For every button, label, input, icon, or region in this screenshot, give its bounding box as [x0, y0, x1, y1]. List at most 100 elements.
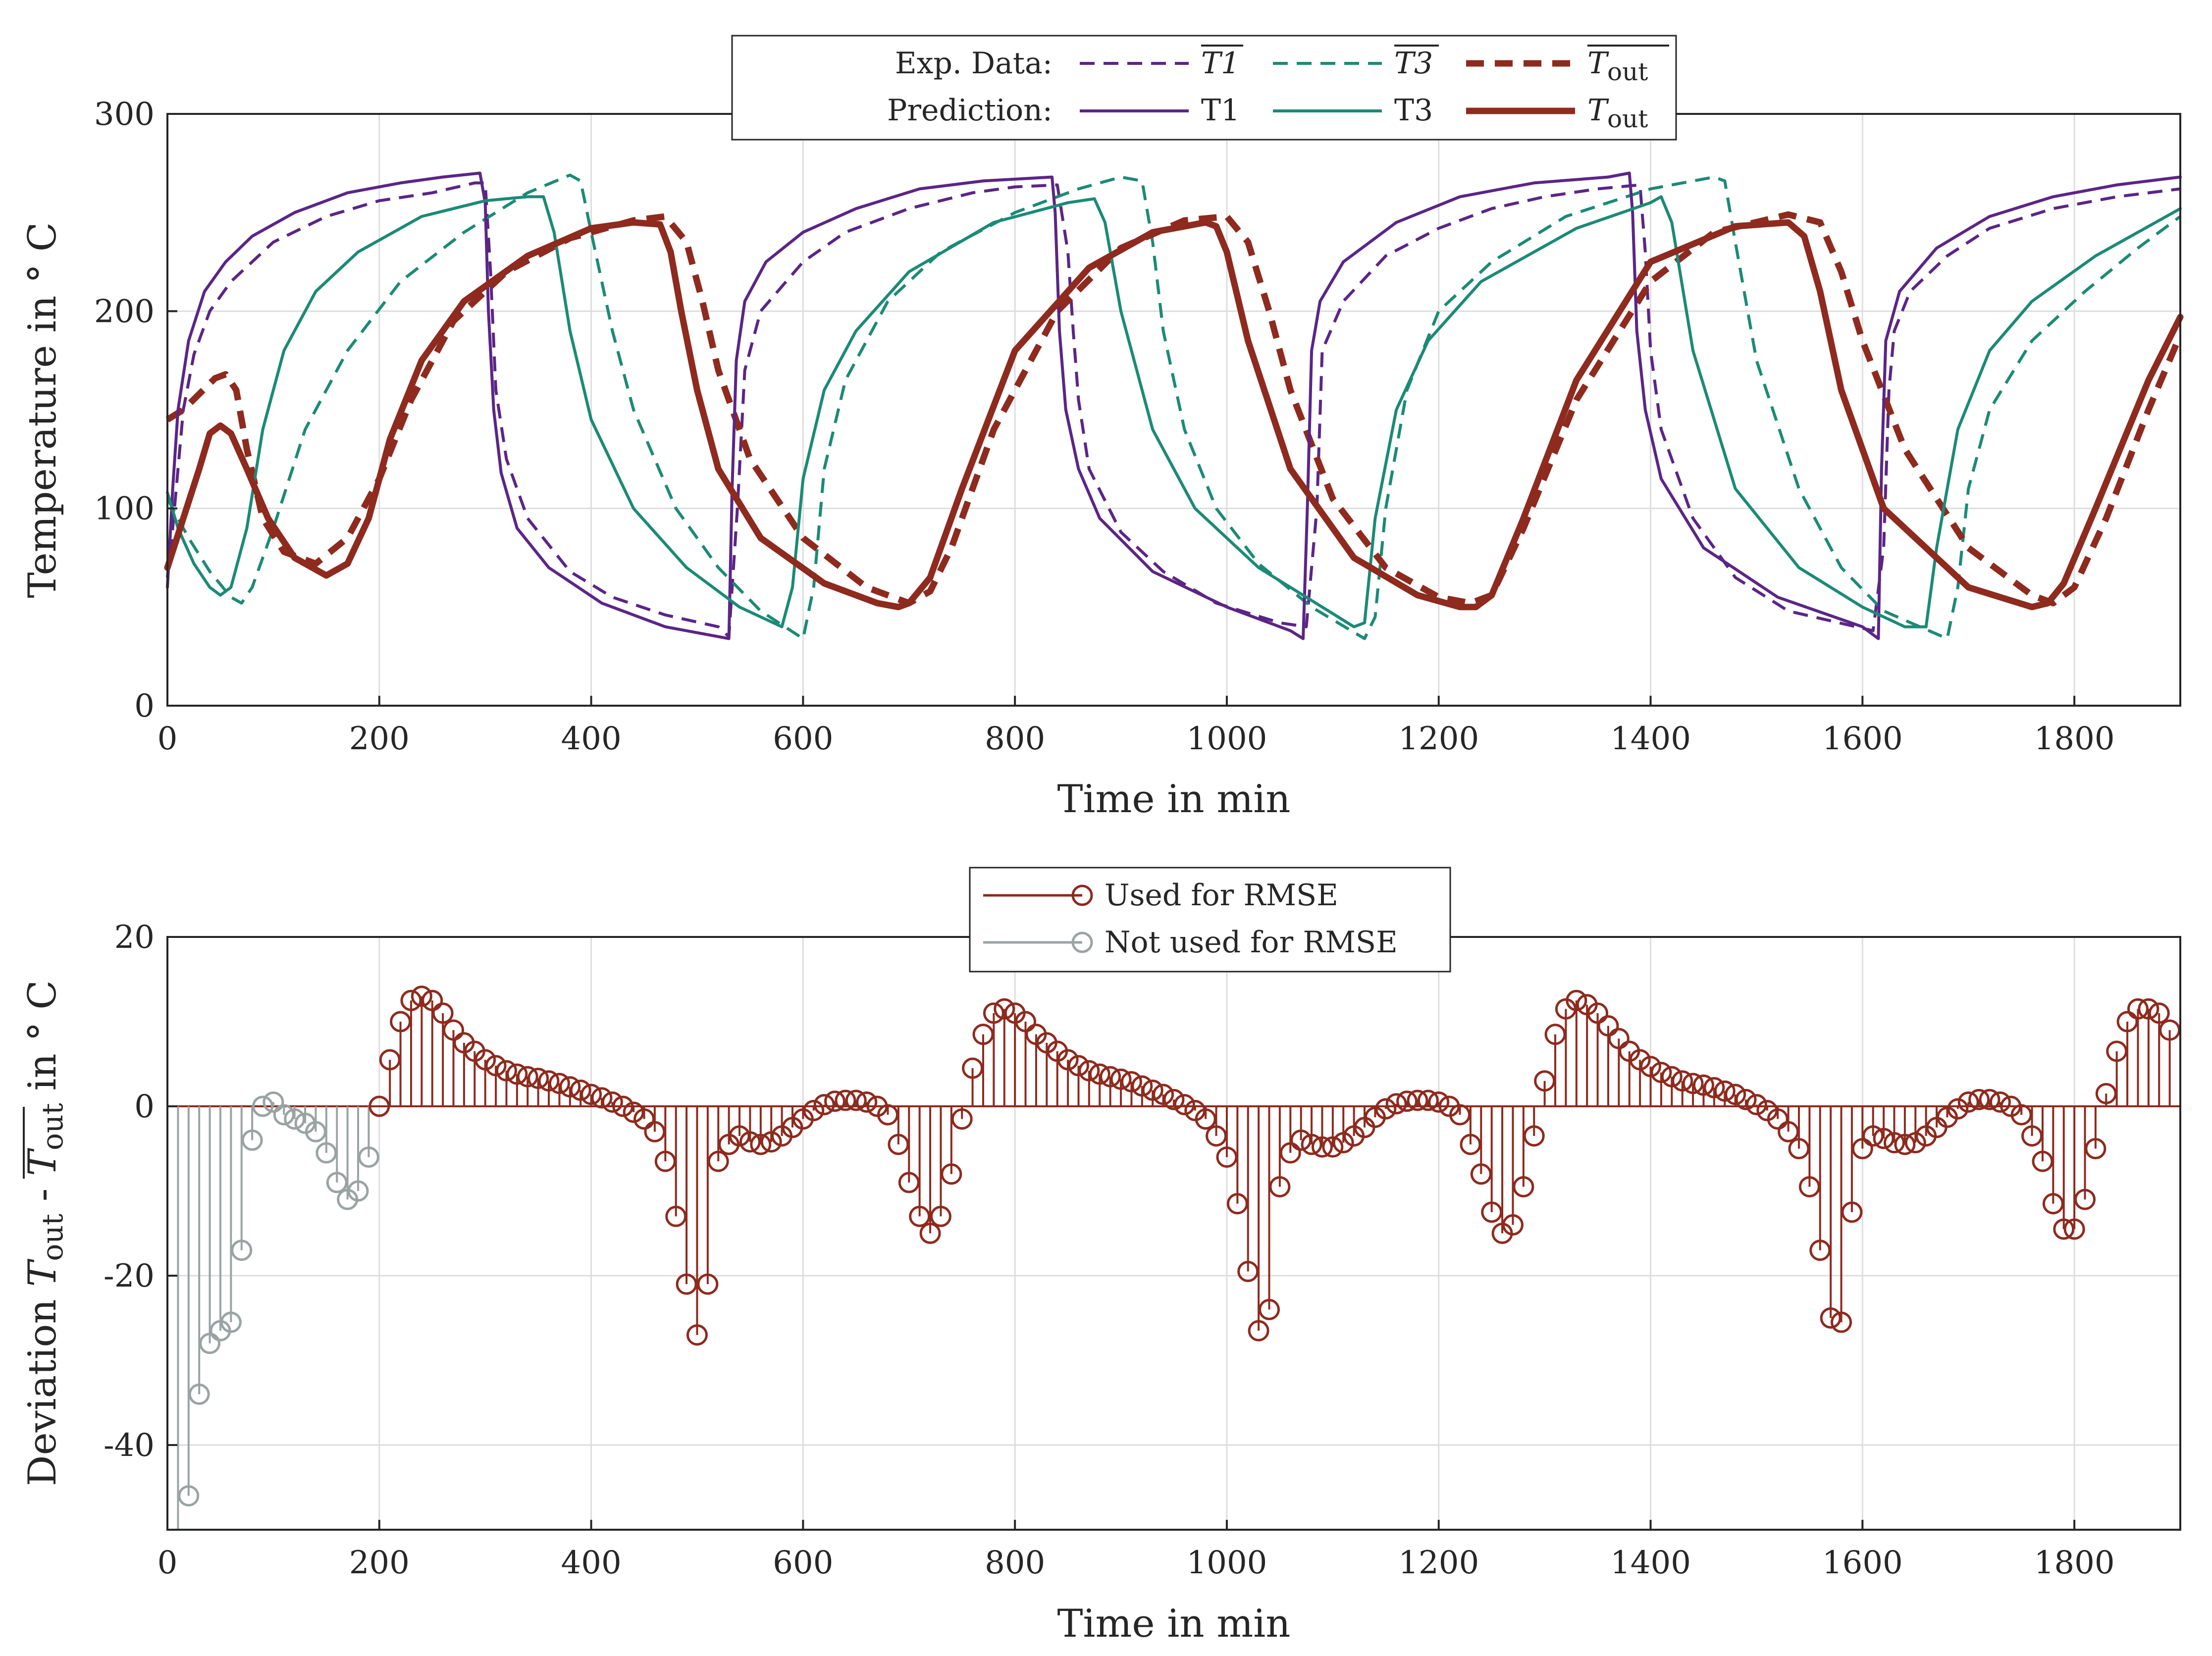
- stem-marker-used-for-rmse: [1259, 1298, 1280, 1320]
- bottom-x-axis-label: Time in min: [1057, 1602, 1290, 1646]
- stem-marker-used-for-rmse: [707, 1150, 729, 1172]
- stem-marker-used-for-rmse: [1745, 1094, 1767, 1116]
- stem-marker-used-for-rmse: [1735, 1088, 1757, 1110]
- stem-marker-used-for-rmse: [1640, 1056, 1662, 1078]
- bottom-x-tick-label: 600: [773, 1545, 833, 1581]
- bottom-x-tick-label: 200: [349, 1545, 410, 1581]
- top-y-tick-label: 200: [94, 293, 155, 330]
- stem-marker-used-for-rmse: [2032, 1150, 2054, 1172]
- stem-marker-used-for-rmse: [1078, 1060, 1100, 1082]
- top-x-tick-label: 200: [349, 721, 410, 757]
- stem-marker-used-for-rmse: [1767, 1108, 1789, 1130]
- stem-marker-used-for-rmse: [665, 1205, 687, 1227]
- top-x-tick-label: 1400: [1610, 721, 1691, 757]
- stem-marker-not-used-for-rmse: [220, 1311, 242, 1333]
- stem-marker-used-for-rmse: [495, 1060, 517, 1082]
- stem-marker-used-for-rmse: [1248, 1320, 1269, 1342]
- stem-marker-used-for-rmse: [2074, 1189, 2096, 1210]
- stem-marker-used-for-rmse: [379, 1049, 401, 1071]
- stem-marker-used-for-rmse: [1957, 1091, 1979, 1113]
- stem-marker-used-for-rmse: [1206, 1125, 1227, 1147]
- legend-label-pred-t3: T3: [1394, 93, 1433, 128]
- stem-marker-used-for-rmse: [1523, 1125, 1545, 1147]
- stem-marker-used-for-rmse: [1841, 1201, 1863, 1223]
- top-y-axis-label: Temperature in ° C: [20, 222, 65, 598]
- stem-marker-used-for-rmse: [1269, 1176, 1291, 1197]
- stem-marker-used-for-rmse: [1513, 1176, 1534, 1197]
- stem-marker-used-for-rmse: [527, 1068, 549, 1089]
- deviation-chart: 0 200 400 600 800 1000 1200 1400 1600 1800 -40 -20 0…: [20, 867, 2181, 1646]
- stem-marker-used-for-rmse: [2010, 1104, 2032, 1126]
- stem-marker-used-for-rmse: [803, 1100, 825, 1122]
- stem-marker-used-for-rmse: [400, 989, 422, 1011]
- top-x-tick-label: 1800: [2034, 721, 2115, 757]
- top-y-tick-label: 100: [94, 491, 155, 527]
- bottom-chart-ticks: 0 200 400 600 800 1000 1200 1400 1600 1800 -40 -20 0…: [104, 919, 2115, 1581]
- stem-marker-used-for-rmse: [1311, 1136, 1333, 1158]
- stem-marker-used-for-rmse: [1449, 1104, 1471, 1126]
- legend-row-label-pred: Prediction:: [887, 93, 1053, 128]
- bottom-x-tick-label: 1800: [2034, 1545, 2115, 1581]
- stem-marker-used-for-rmse: [1481, 1201, 1503, 1223]
- top-x-axis-label: Time in min: [1057, 777, 1290, 822]
- bottom-x-tick-label: 1600: [1822, 1545, 1903, 1581]
- stem-marker-used-for-rmse: [421, 989, 443, 1011]
- svg-text:T3: T3: [1394, 46, 1433, 81]
- stem-marker-used-for-rmse: [919, 1223, 941, 1244]
- temperature-chart: 0 200 400 600 800 1000 1200 1400 1600 1800 0 100 200…: [20, 35, 2184, 822]
- stem-marker-used-for-rmse: [1672, 1070, 1693, 1092]
- stem-marker-used-for-rmse: [994, 998, 1015, 1020]
- stem-marker-used-for-rmse: [1534, 1070, 1556, 1092]
- bottom-chart-legend: Used for RMSE Not used for RMSE: [969, 867, 1451, 973]
- stem-marker-used-for-rmse: [1587, 1002, 1609, 1024]
- stem-marker-used-for-rmse: [2042, 1193, 2064, 1215]
- stem-marker-used-for-rmse: [2053, 1218, 2075, 1240]
- top-chart-ticks: 0 200 400 600 800 1000 1200 1400 1600 1800 0 100 200…: [94, 96, 2115, 757]
- stem-marker-not-used-for-rmse: [199, 1333, 221, 1354]
- series-prediction-t1: [166, 171, 2182, 640]
- stem-marker-used-for-rmse: [1089, 1063, 1110, 1085]
- stem-marker-not-used-for-rmse: [326, 1172, 348, 1193]
- bottom-x-tick-label: 0: [158, 1545, 178, 1581]
- stem-marker-used-for-rmse: [1470, 1163, 1492, 1185]
- series-exp-data-t1: [166, 181, 2181, 638]
- top-y-tick-label: 0: [134, 688, 155, 724]
- stem-marker-used-for-rmse: [1131, 1075, 1153, 1097]
- bottom-x-tick-label: 1400: [1610, 1545, 1691, 1581]
- stem-marker-used-for-rmse: [1979, 1088, 2001, 1110]
- stem-marker-used-for-rmse: [1597, 1015, 1619, 1037]
- stem-marker-used-for-rmse: [1163, 1088, 1185, 1110]
- stem-marker-used-for-rmse: [760, 1131, 782, 1153]
- bottom-chart-stems: [167, 985, 2180, 1530]
- stem-marker-used-for-rmse: [1226, 1193, 1248, 1215]
- bottom-x-tick-label: 800: [985, 1545, 1045, 1581]
- stem-marker-used-for-rmse: [1692, 1074, 1714, 1096]
- stem-marker-not-used-for-rmse: [231, 1240, 253, 1261]
- stem-marker-not-used-for-rmse: [178, 1485, 200, 1507]
- top-x-tick-label: 600: [773, 721, 833, 757]
- stem-marker-used-for-rmse: [2106, 1040, 2128, 1062]
- legend-marker-used: [1071, 884, 1093, 906]
- stem-marker-used-for-rmse: [1682, 1073, 1704, 1094]
- stem-marker-not-used-for-rmse: [347, 1180, 369, 1202]
- stem-marker-used-for-rmse: [1725, 1084, 1746, 1105]
- bottom-x-tick-label: 1200: [1398, 1545, 1479, 1581]
- stem-marker-used-for-rmse: [1831, 1311, 1852, 1333]
- stem-marker-used-for-rmse: [972, 1024, 994, 1045]
- stem-marker-used-for-rmse: [2063, 1218, 2085, 1240]
- stem-marker-used-for-rmse: [443, 1019, 465, 1041]
- stem-marker-not-used-for-rmse: [284, 1108, 306, 1130]
- top-x-tick-label: 400: [561, 721, 622, 757]
- stem-marker-used-for-rmse: [835, 1089, 856, 1111]
- stem-marker-used-for-rmse: [1173, 1094, 1195, 1116]
- stem-marker-used-for-rmse: [1502, 1214, 1524, 1236]
- stem-marker-used-for-rmse: [888, 1134, 909, 1155]
- stem-marker-used-for-rmse: [1566, 989, 1587, 1011]
- stem-marker-used-for-rmse: [570, 1080, 591, 1101]
- svg-text:T: T: [1587, 46, 1609, 81]
- top-x-tick-label: 1600: [1822, 721, 1903, 757]
- stem-marker-used-for-rmse: [474, 1049, 496, 1071]
- stem-marker-used-for-rmse: [2116, 1011, 2138, 1033]
- stem-marker-used-for-rmse: [1650, 1062, 1672, 1084]
- stem-marker-used-for-rmse: [1460, 1134, 1481, 1155]
